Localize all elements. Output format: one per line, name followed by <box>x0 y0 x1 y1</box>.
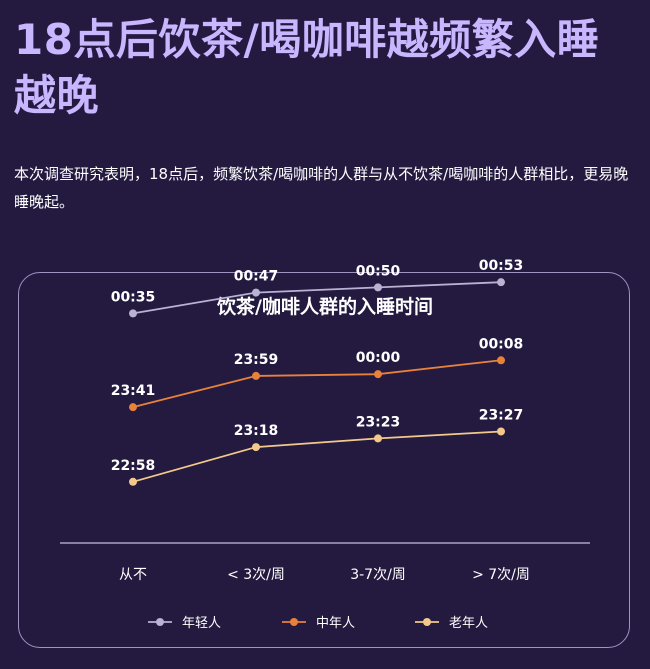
data-point <box>252 371 260 380</box>
data-point <box>497 278 505 287</box>
legend-label: 老年人 <box>449 616 488 631</box>
legend-label: 中年人 <box>316 616 355 631</box>
data-point <box>129 309 137 318</box>
series-line <box>132 430 502 483</box>
data-label: 23:59 <box>234 352 279 368</box>
data-label: 00:00 <box>356 350 401 366</box>
data-label: 00:47 <box>234 269 279 285</box>
data-label: 00:35 <box>111 289 156 305</box>
data-point <box>497 427 505 436</box>
data-point <box>497 356 505 365</box>
data-point <box>374 283 382 292</box>
data-point <box>129 477 137 486</box>
x-tick-label: 3-7次/周 <box>350 567 406 583</box>
x-tick-label: > 7次/周 <box>472 567 530 583</box>
chart-card <box>18 272 630 648</box>
data-point <box>129 403 137 412</box>
page-title: 18点后饮茶/喝咖啡越频繁入睡越晚 <box>14 15 600 120</box>
legend-marker <box>423 618 431 626</box>
data-label: 23:23 <box>356 414 401 430</box>
data-label: 23:27 <box>479 407 524 423</box>
data-point <box>252 288 260 297</box>
data-point <box>374 370 382 379</box>
data-label: 00:50 <box>356 263 401 279</box>
chart-title: 饮茶/咖啡人群的入睡时间 <box>216 295 433 318</box>
legend-marker <box>156 618 164 626</box>
series-line <box>132 281 502 315</box>
x-tick-label: < 3次/周 <box>227 567 285 583</box>
x-tick-label: 从不 <box>119 567 147 583</box>
data-label: 23:41 <box>111 383 156 399</box>
legend-label: 年轻人 <box>182 616 221 631</box>
data-label: 00:08 <box>479 336 524 352</box>
data-label: 22:58 <box>111 458 156 474</box>
legend-marker <box>290 618 298 626</box>
data-point <box>252 443 260 452</box>
page-description: 本次调查研究表明，18点后，频繁饮茶/喝咖啡的人群与从不饮茶/喝咖啡的人群相比，… <box>14 165 629 211</box>
data-label: 00:53 <box>479 258 524 274</box>
series-line <box>132 359 502 409</box>
data-label: 23:18 <box>234 423 279 439</box>
data-point <box>374 434 382 443</box>
